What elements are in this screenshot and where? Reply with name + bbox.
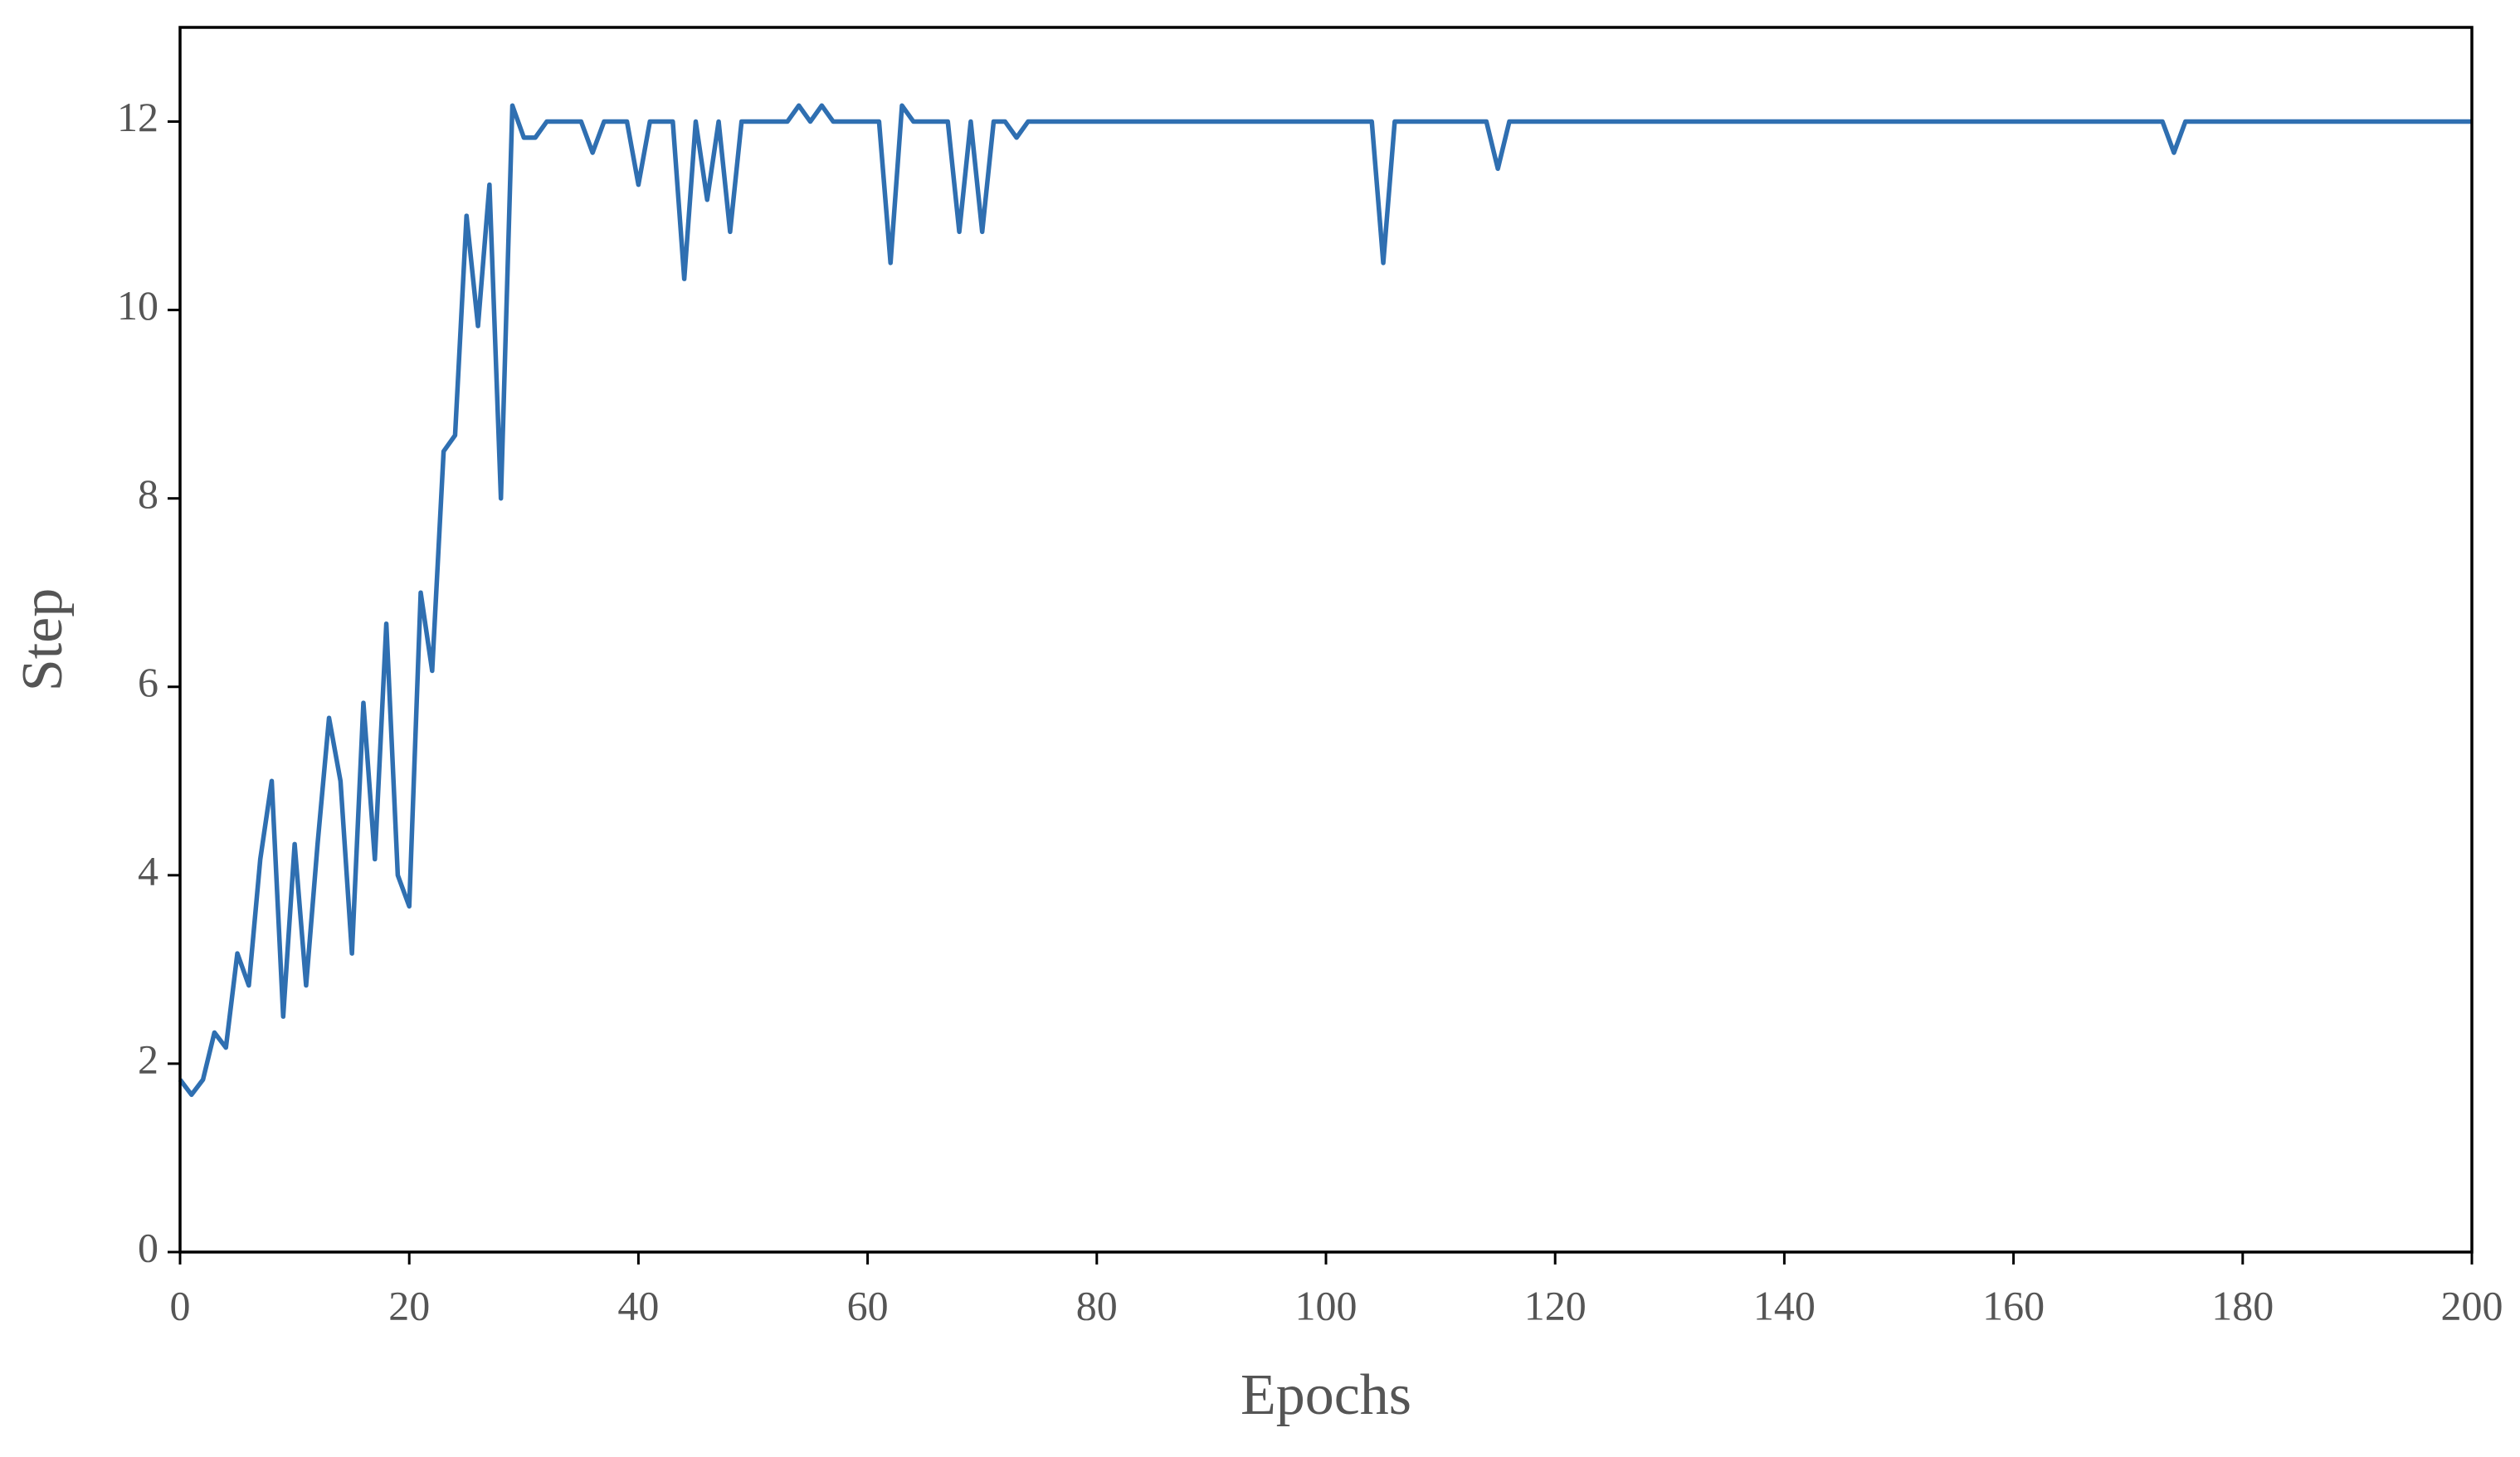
y-tick-label: 12 [117, 94, 158, 140]
x-tick-label: 100 [1295, 1282, 1357, 1328]
x-tick-label: 180 [2211, 1282, 2274, 1328]
x-axis-label: Epochs [1241, 1363, 1411, 1427]
y-tick-label: 8 [138, 470, 158, 517]
y-tick-label: 0 [138, 1224, 158, 1270]
y-axis-label: Step [11, 588, 75, 691]
x-tick-label: 0 [170, 1282, 191, 1328]
x-tick-label: 60 [847, 1282, 889, 1328]
x-tick-label: 200 [2441, 1282, 2503, 1328]
x-tick-label: 160 [1982, 1282, 2045, 1328]
y-tick-label: 2 [138, 1035, 158, 1082]
data-line [178, 103, 2472, 1098]
x-tick-label: 120 [1524, 1282, 1587, 1328]
plot-frame [178, 26, 2474, 1254]
x-tick-label: 40 [617, 1282, 659, 1328]
x-tick-label: 20 [388, 1282, 430, 1328]
x-tick-label: 80 [1076, 1282, 1118, 1328]
x-tick-label: 140 [1753, 1282, 1816, 1328]
y-tick-label: 10 [117, 282, 158, 329]
y-tick-label: 4 [138, 847, 158, 894]
y-tick-label: 6 [138, 659, 158, 705]
